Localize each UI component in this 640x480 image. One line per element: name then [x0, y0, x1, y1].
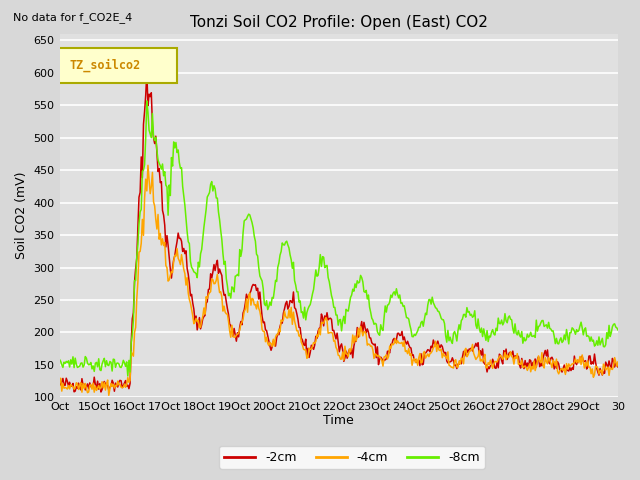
-4cm: [144, 162, 152, 168]
-8cm: [143, 98, 150, 104]
-8cm: [124, 373, 132, 379]
-8cm: [360, 288, 368, 294]
-2cm: [326, 315, 334, 321]
-8cm: [326, 286, 334, 291]
Title: Tonzi Soil CO2 Profile: Open (East) CO2: Tonzi Soil CO2 Profile: Open (East) CO2: [190, 15, 488, 30]
-4cm: [390, 340, 398, 346]
-2cm: [56, 380, 63, 385]
-2cm: [360, 320, 368, 325]
FancyBboxPatch shape: [57, 48, 177, 83]
-2cm: [516, 362, 524, 368]
-2cm: [614, 364, 622, 370]
-4cm: [614, 359, 622, 365]
-4cm: [56, 379, 63, 385]
Line: -2cm: -2cm: [60, 72, 618, 392]
X-axis label: Time: Time: [323, 414, 354, 427]
Line: -4cm: -4cm: [60, 165, 618, 396]
-4cm: [105, 393, 113, 398]
-4cm: [603, 366, 611, 372]
-8cm: [614, 327, 622, 333]
-8cm: [516, 332, 524, 338]
-8cm: [323, 263, 331, 268]
-4cm: [323, 318, 331, 324]
Legend: -2cm, -4cm, -8cm: -2cm, -4cm, -8cm: [219, 446, 485, 469]
-2cm: [143, 69, 150, 75]
Line: -8cm: -8cm: [60, 101, 618, 376]
-4cm: [516, 360, 524, 366]
-2cm: [390, 336, 398, 341]
-4cm: [326, 330, 334, 336]
-2cm: [323, 310, 331, 316]
-2cm: [97, 389, 105, 395]
-2cm: [603, 362, 611, 368]
-8cm: [603, 330, 611, 336]
Y-axis label: Soil CO2 (mV): Soil CO2 (mV): [15, 172, 28, 259]
Text: TZ_soilco2: TZ_soilco2: [70, 59, 141, 72]
Text: No data for f_CO2E_4: No data for f_CO2E_4: [13, 12, 132, 23]
-8cm: [390, 289, 398, 295]
-4cm: [360, 329, 368, 335]
-8cm: [56, 357, 63, 362]
